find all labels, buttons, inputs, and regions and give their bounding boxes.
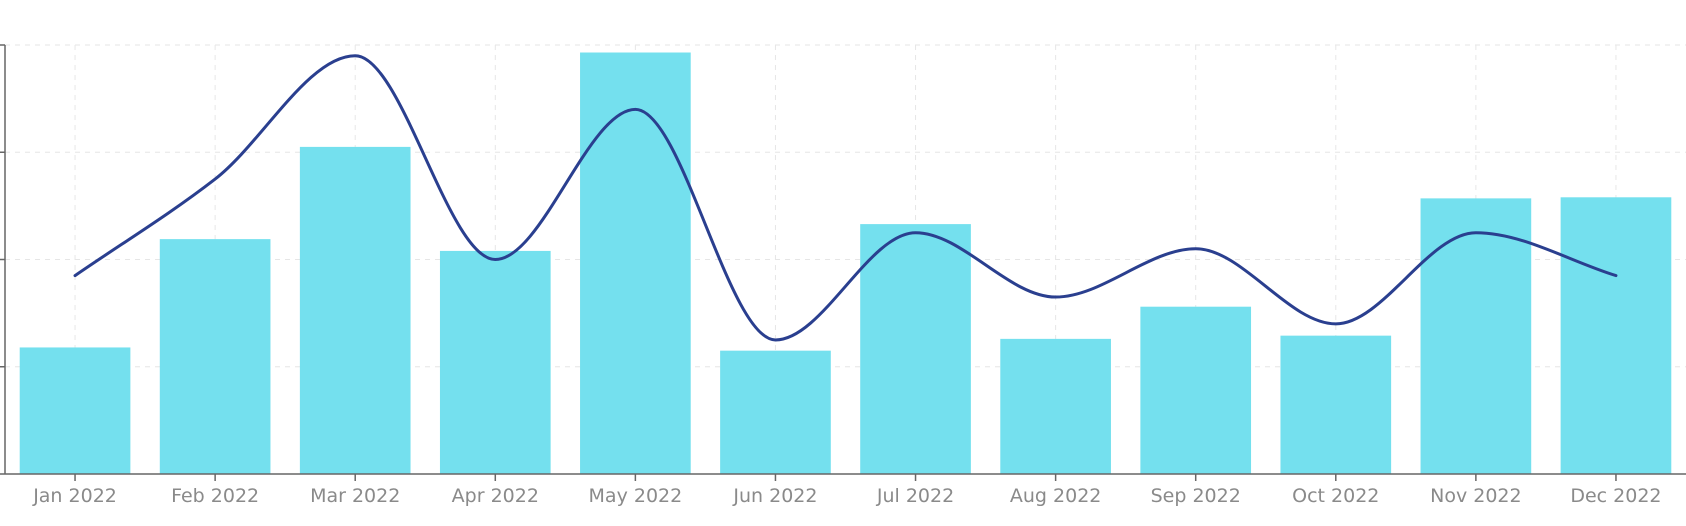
x-tick-label: Oct 2022 <box>1292 485 1379 507</box>
x-tick-label: Jun 2022 <box>732 485 817 507</box>
bar-jun-2022 <box>720 350 831 474</box>
bar-feb-2022 <box>159 239 271 474</box>
bar-nov-2022 <box>1420 198 1532 474</box>
x-tick-label: Aug 2022 <box>1010 485 1102 507</box>
bar-series <box>19 52 1672 475</box>
line-path <box>73 54 1618 342</box>
x-tick-label: Jan 2022 <box>32 485 117 507</box>
x-tick-label: Feb 2022 <box>171 485 259 507</box>
x-tick-label: Nov 2022 <box>1430 485 1521 507</box>
bar-aug-2022 <box>1000 338 1111 474</box>
x-tick-label: Jul 2022 <box>876 485 954 507</box>
bar-apr-2022 <box>439 250 551 474</box>
line-series <box>73 54 1618 342</box>
bar-sep-2022 <box>1140 306 1252 474</box>
bar-may-2022 <box>580 52 691 474</box>
x-tick-label: Apr 2022 <box>452 485 539 507</box>
axes: Jan 2022 Feb 2022 Mar 2022 Apr 2022 May 2022… <box>0 44 1686 507</box>
bar-mar-2022 <box>299 146 411 474</box>
bar-jul-2022 <box>860 224 971 474</box>
bar-jan-2022 <box>19 347 131 474</box>
x-tick-label: Dec 2022 <box>1570 485 1661 507</box>
x-tick-label: Sep 2022 <box>1151 485 1241 507</box>
x-tick-label: Mar 2022 <box>310 485 400 507</box>
bar-oct-2022 <box>1280 335 1392 474</box>
x-tick-label: May 2022 <box>589 485 683 507</box>
bar-dec-2022 <box>1560 197 1672 475</box>
